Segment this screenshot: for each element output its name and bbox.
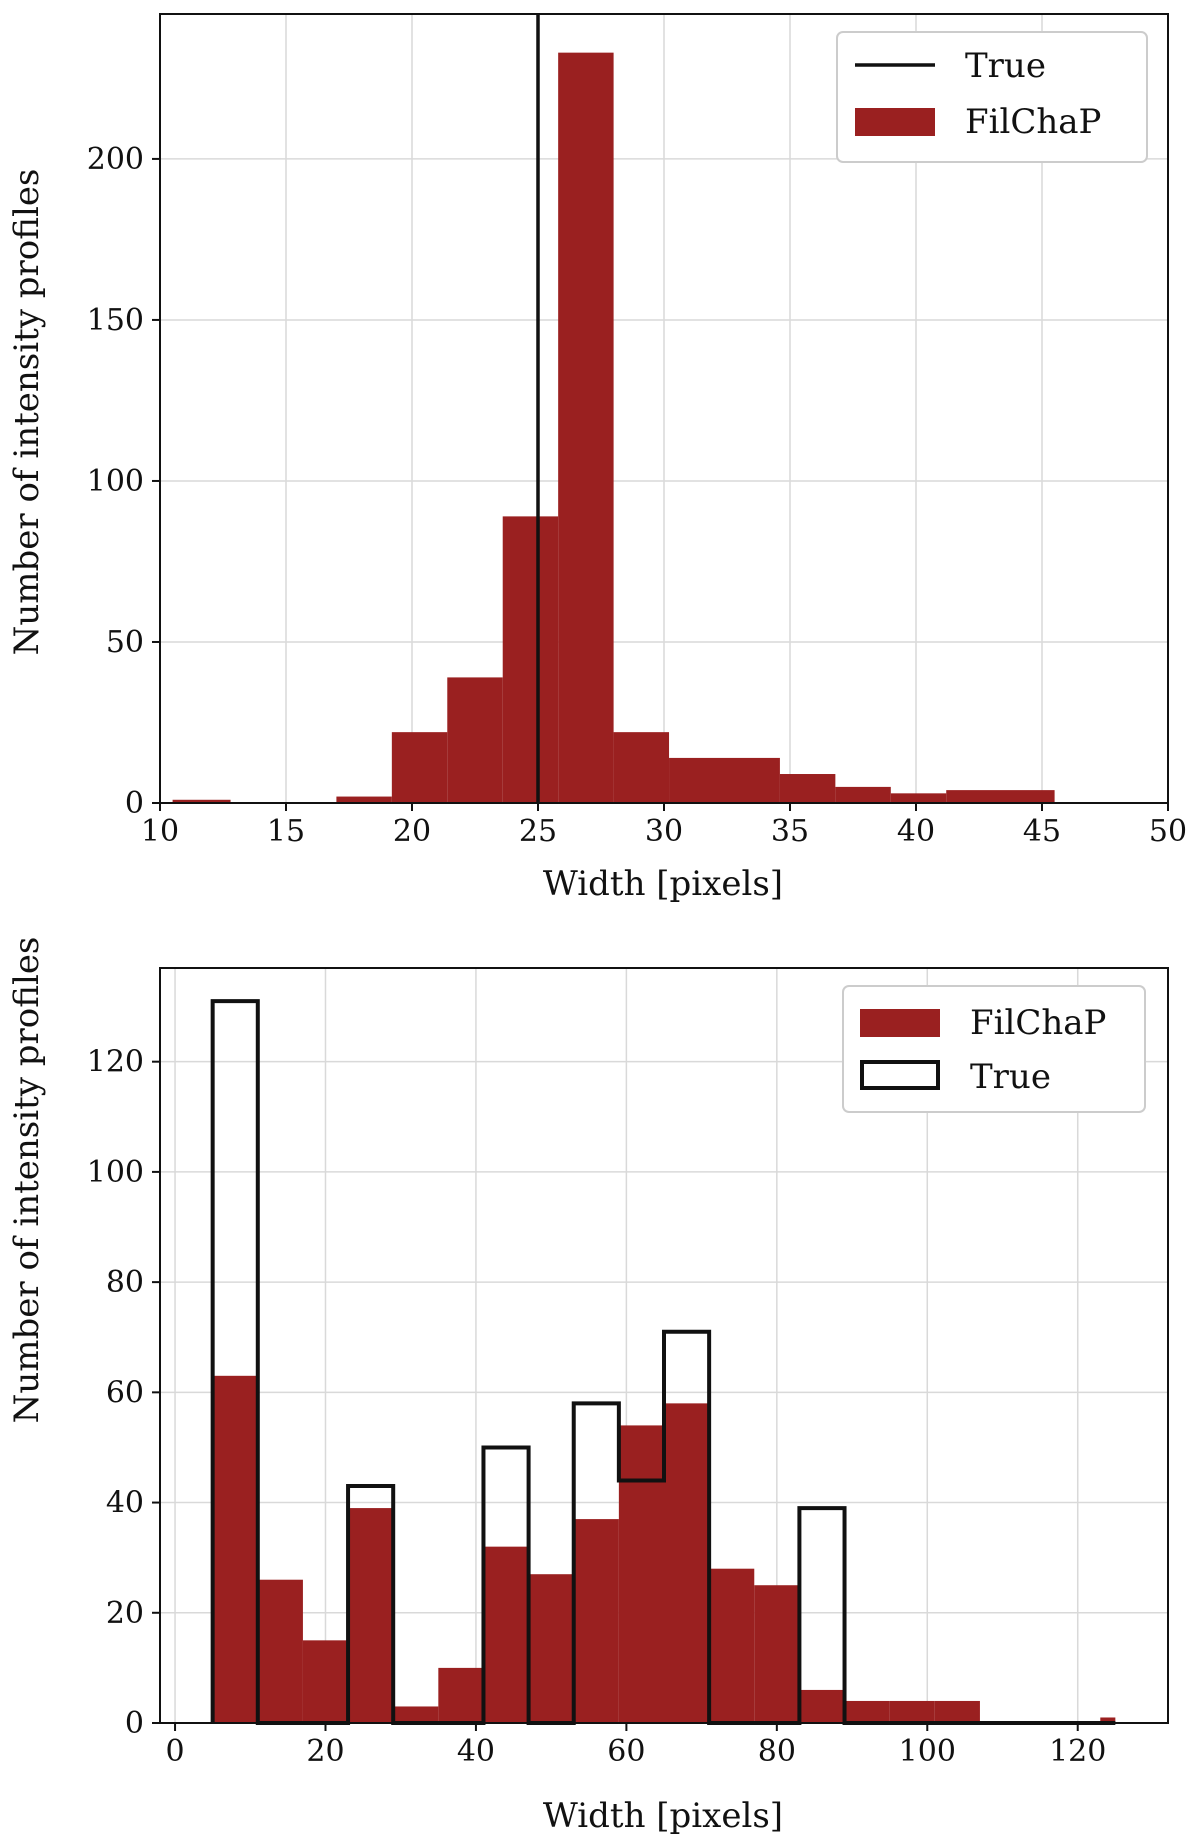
histogram-bar [1100, 1717, 1116, 1723]
bottom-chart-legend: FilChaP True [842, 985, 1146, 1113]
top-chart-bars [172, 52, 1055, 803]
x-tick-label: 25 [519, 814, 557, 849]
y-tick-label: 100 [87, 464, 144, 499]
top-legend-filchap-swatch [855, 108, 935, 136]
histogram-bar [754, 1585, 800, 1723]
x-tick-label: 60 [607, 1734, 645, 1769]
x-tick-label: 20 [393, 814, 431, 849]
histogram-bar [391, 732, 448, 803]
x-tick-label: 15 [267, 814, 305, 849]
top-histogram-chart: 10 15 20 25 30 35 40 45 50 0 50 100 150 200 Width [p… [7, 13, 1187, 904]
y-tick-label: 50 [106, 625, 144, 660]
histogram-bar [172, 799, 231, 803]
bottom-legend-filchap-swatch [860, 1009, 940, 1037]
bottom-chart-x-axis-label: Width [pixels] [543, 1796, 783, 1836]
histogram-bar [946, 790, 1055, 803]
bottom-chart-plot-frame [159, 967, 1169, 1724]
histogram-bar [302, 1640, 349, 1723]
x-tick-label: 120 [1049, 1734, 1106, 1769]
histogram-bar [447, 677, 503, 803]
y-tick-label: 0 [125, 1706, 144, 1741]
histogram-bar [483, 1546, 529, 1723]
top-legend-filchap-label: FilChaP [965, 102, 1101, 142]
bottom-histogram-chart: 0 20 40 60 80 100 120 0 20 40 60 80 100 120 Width [p… [7, 937, 1169, 1836]
y-tick-label: 40 [106, 1486, 144, 1521]
x-tick-label: 0 [165, 1734, 184, 1769]
histogram-bar [558, 52, 614, 803]
histogram-bar [618, 1425, 664, 1723]
histogram-bar [348, 1508, 394, 1723]
y-tick-label: 150 [87, 303, 144, 338]
histogram-bar [613, 732, 670, 803]
x-tick-label: 10 [141, 814, 179, 849]
y-tick-label: 120 [87, 1045, 144, 1080]
y-tick-label: 20 [106, 1596, 144, 1631]
top-chart-y-ticks: 0 50 100 150 200 [87, 142, 160, 821]
top-chart-legend: True FilChaP [836, 31, 1148, 163]
x-tick-label: 45 [1023, 814, 1061, 849]
histogram-bar [799, 1689, 845, 1723]
histogram-bar [934, 1700, 980, 1723]
histogram-bar [889, 1700, 935, 1723]
histogram-bar [528, 1574, 574, 1723]
bottom-chart-x-ticks: 0 20 40 60 80 100 120 [165, 1723, 1106, 1769]
x-tick-label: 100 [899, 1734, 956, 1769]
y-tick-label: 0 [125, 786, 144, 821]
y-tick-label: 80 [106, 1265, 144, 1300]
top-chart-x-axis-label: Width [pixels] [543, 864, 783, 904]
histogram-bar [890, 793, 947, 803]
histogram-bar [573, 1519, 619, 1723]
bottom-legend-true-outline-swatch [860, 1060, 940, 1090]
y-tick-label: 100 [87, 1155, 144, 1190]
bottom-chart-y-ticks: 0 20 40 60 80 100 120 [87, 1045, 160, 1741]
histogram-bar [438, 1667, 484, 1723]
bottom-legend-true-label: True [970, 1057, 1051, 1097]
histogram-bar [835, 786, 891, 803]
x-tick-label: 50 [1149, 814, 1187, 849]
histogram-bar [669, 757, 780, 803]
histogram-bar [664, 1403, 710, 1723]
x-tick-label: 35 [771, 814, 809, 849]
x-tick-label: 30 [645, 814, 683, 849]
histogram-bar [844, 1700, 890, 1723]
bottom-chart-y-axis-label: Number of intensity profiles [7, 937, 47, 1424]
histogram-bar [336, 796, 392, 803]
top-legend-true-label: True [965, 46, 1046, 86]
bottom-legend-filchap-label: FilChaP [970, 1003, 1106, 1043]
histogram-bar [212, 1375, 258, 1723]
histogram-bar [502, 516, 559, 803]
bottom-chart-filchap-bars [212, 1375, 1116, 1723]
histogram-bar [257, 1579, 303, 1723]
y-tick-label: 60 [106, 1375, 144, 1410]
x-tick-label: 40 [457, 1734, 495, 1769]
histogram-bar [779, 774, 836, 803]
y-tick-label: 200 [87, 142, 144, 177]
histogram-bar [709, 1568, 755, 1723]
top-chart-y-axis-label: Number of intensity profiles [7, 169, 47, 656]
histogram-bar [393, 1706, 439, 1723]
x-tick-label: 20 [306, 1734, 344, 1769]
top-chart-x-ticks: 10 15 20 25 30 35 40 45 50 [141, 803, 1187, 849]
x-tick-label: 40 [897, 814, 935, 849]
x-tick-label: 80 [758, 1734, 796, 1769]
